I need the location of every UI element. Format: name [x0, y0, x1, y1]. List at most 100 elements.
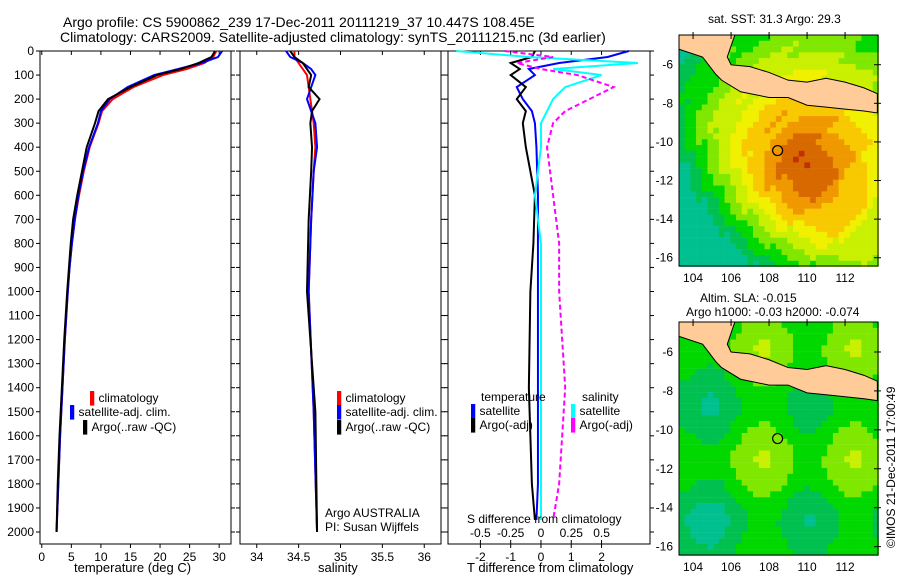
argo-annotation: Argo AUSTRALIA	[325, 506, 420, 520]
map-cell	[775, 485, 782, 492]
map-cell	[844, 415, 851, 422]
map-cell	[821, 491, 828, 498]
map-cell	[867, 397, 874, 404]
map-cell	[861, 35, 868, 41]
map-cell	[701, 168, 708, 175]
map-cell	[770, 508, 777, 515]
map-cell	[701, 432, 708, 439]
map-cell	[855, 508, 862, 515]
map-cell	[724, 237, 731, 244]
map-cell	[810, 46, 817, 53]
map-cell	[775, 357, 782, 364]
map-cell	[844, 485, 851, 492]
map-cell	[684, 409, 691, 416]
map-cell	[764, 538, 771, 545]
map-cell	[787, 150, 794, 157]
map-cell	[701, 374, 708, 381]
map-cell	[810, 75, 817, 82]
map-cell	[741, 150, 748, 157]
map-cell	[804, 362, 811, 369]
map-cell	[838, 127, 845, 134]
map-cell	[810, 110, 817, 117]
map-cell	[850, 202, 856, 209]
map-cell	[747, 121, 754, 128]
map-cell	[867, 415, 874, 422]
map-cell	[850, 110, 856, 117]
map-cell	[810, 392, 817, 399]
map-cell	[838, 243, 845, 250]
map-cell	[855, 345, 862, 352]
legend-satellite: ▌satellite-adj. clim.	[70, 405, 171, 419]
map-cell	[844, 110, 851, 117]
x-tick-label: 0	[538, 550, 545, 564]
map-cell	[753, 491, 760, 498]
map-cell	[850, 243, 856, 250]
map-cell	[810, 139, 817, 146]
map-cell	[707, 231, 714, 238]
map-cell	[855, 468, 862, 475]
map-cell	[741, 333, 748, 340]
map-cell	[855, 75, 862, 82]
map-cell	[736, 220, 742, 227]
map-cell	[793, 362, 799, 369]
map-cell	[827, 543, 834, 550]
map-cell	[850, 237, 856, 244]
map-cell	[684, 514, 691, 521]
map-cell	[827, 214, 834, 221]
map-cell	[804, 421, 811, 428]
map-y-label: -8	[662, 384, 673, 398]
map-cell	[764, 327, 771, 334]
map-cell	[861, 345, 868, 352]
map-cell	[793, 532, 799, 539]
map-cell	[827, 116, 834, 123]
map-cell	[701, 409, 708, 416]
map-cell	[815, 351, 822, 358]
map-cell	[696, 202, 703, 209]
map-cell	[872, 456, 879, 463]
map-cell	[872, 46, 879, 53]
map-cell	[684, 173, 691, 180]
map-cell	[684, 392, 691, 399]
land-java	[678, 34, 878, 114]
map-cell	[775, 421, 782, 428]
map-cell	[861, 156, 868, 163]
map-cell	[793, 75, 799, 82]
map-cell	[701, 220, 708, 227]
map-cell	[701, 444, 708, 451]
map-cell	[815, 133, 822, 140]
map-cell	[844, 397, 851, 404]
map-cell	[696, 179, 703, 186]
map-cell	[861, 538, 868, 545]
map-cell	[684, 168, 691, 175]
map-cell	[850, 75, 856, 82]
legend3-tsat: ▌satellite	[471, 404, 521, 418]
map-cell	[747, 191, 754, 198]
map-cell	[679, 415, 685, 422]
map-cell	[850, 479, 856, 486]
map-cell	[815, 532, 822, 539]
map-cell	[850, 421, 856, 428]
map-cell	[827, 162, 834, 169]
map-cell	[844, 503, 851, 510]
map-cell	[690, 208, 697, 215]
map-cell	[787, 503, 794, 510]
map-cell	[855, 58, 862, 65]
map-cell	[707, 168, 714, 175]
map-cell	[832, 526, 839, 533]
map-cell	[696, 162, 703, 169]
map-cell	[804, 139, 811, 146]
map-cell	[867, 468, 874, 475]
map-cell	[844, 139, 851, 146]
map-cell	[690, 121, 697, 128]
map-cell	[872, 497, 879, 504]
map-cell	[736, 110, 742, 117]
map-cell	[793, 415, 799, 422]
map-cell	[701, 520, 708, 527]
map-cell	[798, 520, 805, 527]
map-cell	[838, 456, 845, 463]
map-cell	[832, 197, 839, 204]
series-argo-adj-	[508, 50, 536, 521]
map-cell	[821, 173, 828, 180]
map-cell	[707, 497, 714, 504]
map-cell	[798, 104, 805, 111]
